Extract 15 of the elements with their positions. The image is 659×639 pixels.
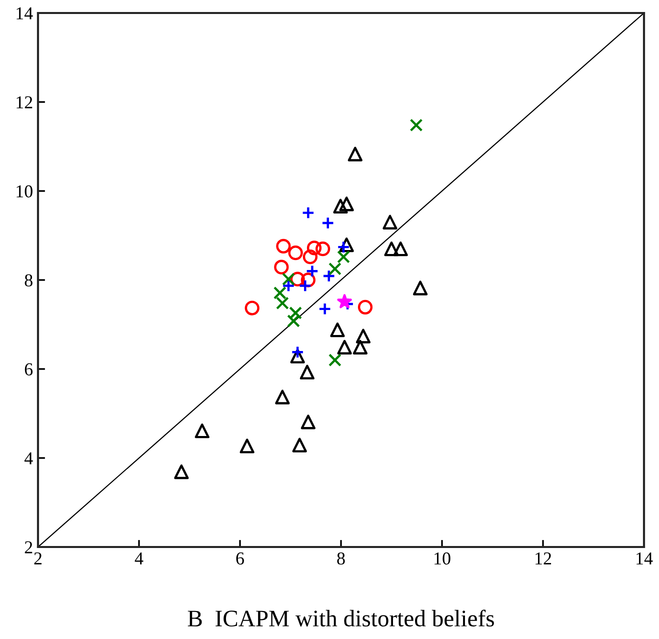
y-tick-label: 10 bbox=[16, 185, 32, 198]
x-tick-label: 10 bbox=[434, 552, 450, 565]
x-tick-label: 14 bbox=[636, 552, 653, 564]
x-tick-label: 2 bbox=[34, 552, 42, 564]
x-tick-label: 6 bbox=[236, 552, 244, 565]
y-tick-label: 2 bbox=[24, 541, 32, 554]
y-tick-label: 8 bbox=[24, 274, 32, 286]
x-tick-label: 8 bbox=[337, 552, 345, 565]
y-tick-label: 14 bbox=[16, 7, 33, 20]
x-tick-label: 12 bbox=[536, 552, 552, 564]
y-tick-label: 6 bbox=[24, 363, 33, 376]
x-tick-label: 4 bbox=[134, 552, 144, 564]
y-tick-label: 12 bbox=[16, 96, 32, 108]
y-tick-label: 4 bbox=[24, 452, 33, 464]
x-axis-title: B ICAPM with distorted beliefs bbox=[188, 610, 494, 627]
